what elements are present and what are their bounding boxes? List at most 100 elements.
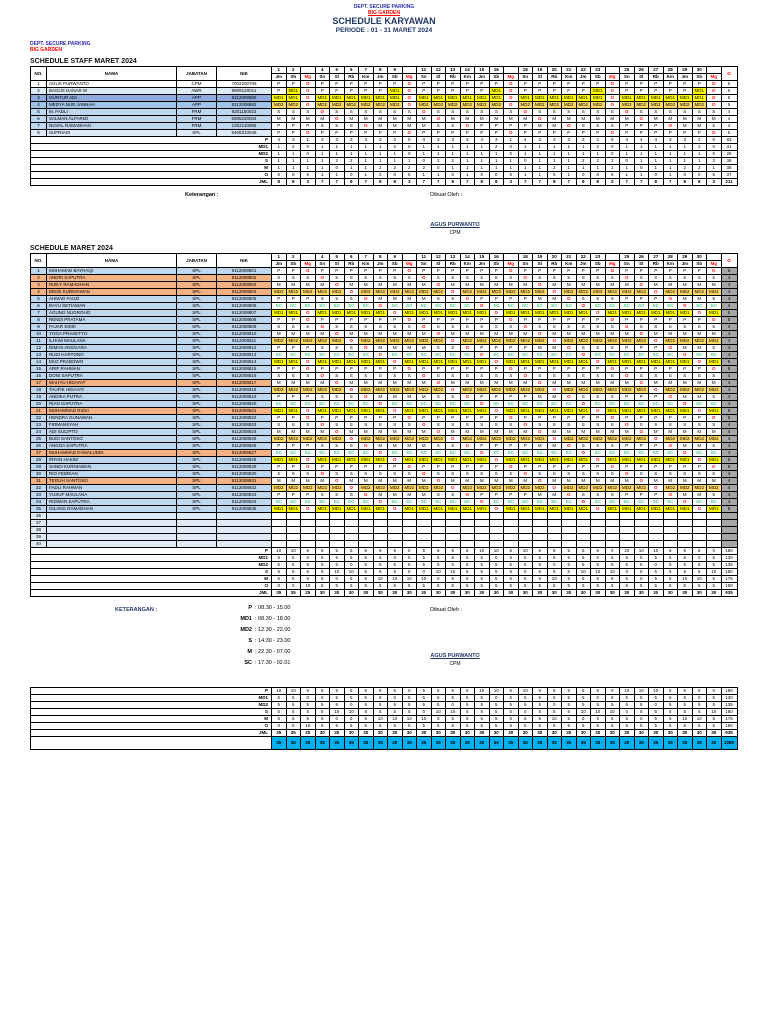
shift-cell: O (503, 316, 519, 324)
bottom-count-cell: 5 (401, 694, 417, 702)
shift-cell: O (706, 414, 722, 422)
day-name-header-cell: Jm (271, 260, 287, 268)
summary-count-cell: 5 (662, 561, 678, 569)
shift-cell: M (648, 330, 664, 338)
summary-count-cell: 4 (517, 136, 533, 144)
shift-cell: M (677, 330, 693, 338)
shift-cell: MD1 (677, 407, 693, 415)
shift-cell: O (575, 351, 591, 359)
bottom-count-cell: 5 (561, 701, 577, 709)
shift-cell: O (561, 442, 577, 450)
bottom-total-cell: 150 (720, 722, 738, 730)
bottom-grand-total-cell: 35 (619, 736, 635, 750)
shift-cell: O (300, 463, 316, 471)
shift-cell: S (590, 122, 606, 130)
row-no-cell: 2 (30, 274, 47, 282)
col-header-nik: NIK (216, 253, 272, 268)
nik-cell (216, 519, 272, 527)
bottom-count-cell: 5 (401, 701, 417, 709)
shift-cell (300, 540, 316, 548)
summary-count-cell: 5 (459, 575, 475, 583)
shift-cell: P (271, 414, 287, 422)
shift-cell: P (343, 87, 359, 95)
summary-count-cell: 8 (648, 178, 664, 186)
summary-count-cell: 10 (619, 547, 635, 555)
shift-cell: SC (285, 400, 301, 408)
shift-cell: MD2 (561, 288, 577, 296)
day-number-header-cell: 21 (561, 66, 577, 74)
shift-cell: MD1 (532, 505, 548, 513)
shift-cell (691, 533, 707, 541)
shift-cell: SC (633, 449, 649, 457)
shift-cell: O (691, 456, 707, 464)
summary-label-cell: S (30, 157, 272, 165)
shift-cell: MD1 (271, 456, 287, 464)
nik-cell: 9112008821 (216, 407, 272, 415)
shift-cell: P (633, 414, 649, 422)
shift-cell: SC (343, 449, 359, 457)
bottom-count-cell: 5 (691, 701, 707, 709)
row-no-cell: 9 (30, 323, 47, 331)
summary-count-cell: 1 (546, 150, 562, 158)
summary-count-cell: 8 (271, 178, 287, 186)
summary-count-cell: 0 (430, 164, 446, 172)
shift-cell: P (561, 316, 577, 324)
nik-cell: 9112008810 (216, 330, 272, 338)
shift-cell: M (445, 428, 461, 436)
shift-cell: M (271, 330, 287, 338)
summary-count-cell: 2 (691, 164, 707, 172)
shift-cell: P (619, 442, 635, 450)
shift-cell (648, 540, 664, 548)
nik-cell: 9112008816 (216, 372, 272, 380)
shift-cell: O (706, 316, 722, 324)
summary-count-cell: 5 (532, 582, 548, 590)
shift-cell: M (285, 379, 301, 387)
summary-count-cell: 3 (503, 178, 519, 186)
summary-count-cell: 1 (329, 150, 345, 158)
bottom-label-cell: MD1 (30, 694, 272, 702)
shift-cell: SC (430, 400, 446, 408)
shift-cell: P (285, 463, 301, 471)
shift-cell: M (546, 122, 562, 130)
shift-cell: M (459, 330, 475, 338)
summary-count-cell: 1 (445, 143, 461, 151)
shift-cell: MD1 (271, 94, 287, 102)
shift-cell: M (300, 379, 316, 387)
bottom-grand-total-label (30, 736, 272, 750)
bottom-grand-total-cell: 35 (575, 736, 591, 750)
shift-cell (329, 512, 345, 520)
bottom-count-cell: 5 (648, 694, 664, 702)
shift-cell: MD1 (314, 309, 330, 317)
shift-cell: M (604, 379, 620, 387)
shift-cell: SC (329, 400, 345, 408)
day-number-header-cell: 7 (358, 66, 374, 74)
shift-cell: O (314, 108, 330, 116)
shift-cell: P (619, 491, 635, 499)
shift-cell: M (300, 281, 316, 289)
shift-cell: S (314, 122, 330, 130)
nik-cell: 9112008815 (216, 365, 272, 373)
shift-cell: M (416, 295, 432, 303)
summary-count-cell: 5 (488, 582, 504, 590)
shift-cell: MD1 (459, 456, 475, 464)
shift-cell: MD2 (416, 101, 432, 109)
off-total-header: O (720, 253, 738, 268)
jabatan-cell: SPL (176, 456, 217, 464)
shift-cell: S (358, 372, 374, 380)
summary-count-cell: 3 (546, 136, 562, 144)
shift-cell: P (488, 267, 504, 275)
shift-cell: M (662, 330, 678, 338)
shift-cell: S (633, 108, 649, 116)
nik-cell: 9112008832 (216, 484, 272, 492)
shift-cell: MD1 (445, 358, 461, 366)
shift-cell: MD1 (285, 505, 301, 513)
bottom-count-cell: 5 (314, 708, 330, 716)
summary-count-cell: 5 (706, 171, 722, 179)
shift-cell: MD2 (619, 101, 635, 109)
shift-cell: S (430, 344, 446, 352)
shift-cell: P (474, 316, 490, 324)
shift-cell: SC (401, 400, 417, 408)
day-name-header-cell: Sl (430, 73, 446, 81)
shift-cell: SC (387, 351, 403, 359)
row-no-cell: 6 (30, 302, 47, 310)
